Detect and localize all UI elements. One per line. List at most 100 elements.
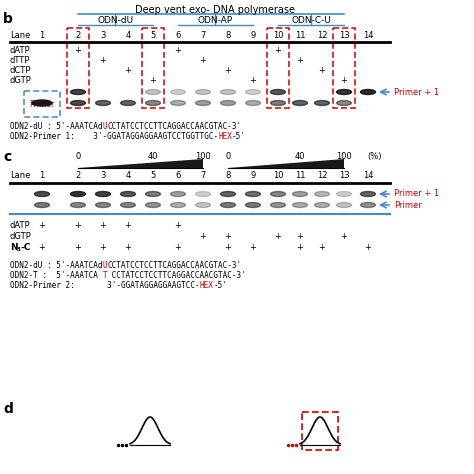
Text: +: + [125, 65, 131, 74]
Ellipse shape [246, 100, 261, 106]
Text: HEX: HEX [218, 132, 232, 141]
Text: +: + [250, 75, 256, 84]
Text: dATP: dATP [10, 220, 31, 229]
Ellipse shape [246, 191, 261, 197]
Text: Lane: Lane [10, 172, 30, 181]
Text: +: + [100, 220, 107, 229]
Text: 0: 0 [75, 152, 81, 161]
Ellipse shape [361, 191, 375, 197]
Text: 2: 2 [75, 30, 81, 39]
Ellipse shape [361, 202, 375, 208]
Text: T: T [102, 271, 107, 280]
Text: Primer + 1: Primer + 1 [394, 190, 439, 199]
Ellipse shape [146, 202, 161, 208]
Text: 3: 3 [100, 30, 106, 39]
Text: U: U [102, 261, 107, 270]
Text: 6: 6 [175, 30, 181, 39]
Ellipse shape [120, 100, 136, 106]
Text: 12: 12 [317, 30, 327, 39]
Ellipse shape [315, 100, 329, 106]
Ellipse shape [337, 191, 352, 197]
Text: 7: 7 [201, 30, 206, 39]
Text: +: + [297, 243, 303, 252]
Text: 40: 40 [295, 152, 305, 161]
Ellipse shape [171, 100, 185, 106]
Text: +: + [200, 55, 207, 64]
Ellipse shape [337, 90, 352, 94]
Ellipse shape [146, 191, 161, 197]
Text: +: + [274, 46, 282, 55]
Ellipse shape [120, 202, 136, 208]
Text: ODN2-dU : 5'-AAATCAd: ODN2-dU : 5'-AAATCAd [10, 261, 102, 270]
Ellipse shape [337, 202, 352, 208]
Text: 2: 2 [75, 172, 81, 181]
Text: 10: 10 [273, 172, 283, 181]
Ellipse shape [32, 100, 52, 106]
Text: 11: 11 [295, 30, 305, 39]
Text: Primer: Primer [29, 100, 55, 109]
Text: CCTATCCTCCTTCAGGACCAACGTAC-3': CCTATCCTCCTTCAGGACCAACGTAC-3' [107, 122, 241, 131]
Text: +: + [38, 220, 46, 229]
Text: ODN2-T :  5'-AAATCA: ODN2-T : 5'-AAATCA [10, 271, 102, 280]
Text: 7: 7 [201, 172, 206, 181]
Ellipse shape [271, 100, 285, 106]
Text: Deep vent exo- DNA polymerase: Deep vent exo- DNA polymerase [135, 5, 295, 15]
Ellipse shape [271, 191, 285, 197]
Text: Lane: Lane [10, 30, 30, 39]
Text: -5': -5' [213, 281, 228, 290]
Text: HEX: HEX [200, 281, 213, 290]
Ellipse shape [337, 100, 352, 106]
Ellipse shape [271, 202, 285, 208]
Text: -C: -C [21, 243, 31, 252]
Text: 14: 14 [363, 30, 373, 39]
Text: +: + [319, 65, 326, 74]
Text: 12: 12 [317, 172, 327, 181]
Text: 9: 9 [250, 172, 255, 181]
Text: +: + [74, 46, 82, 55]
Text: +: + [274, 231, 282, 240]
Ellipse shape [120, 191, 136, 197]
Text: +: + [125, 220, 131, 229]
Text: CCTATCCTCCTTCAGGACCAACGTAC-3': CCTATCCTCCTTCAGGACCAACGTAC-3' [107, 261, 241, 270]
Text: 100: 100 [195, 152, 211, 161]
Ellipse shape [246, 202, 261, 208]
Text: +: + [125, 243, 131, 252]
Ellipse shape [315, 202, 329, 208]
Ellipse shape [195, 202, 210, 208]
Ellipse shape [95, 202, 110, 208]
Ellipse shape [35, 202, 49, 208]
Ellipse shape [71, 202, 85, 208]
Text: +: + [74, 243, 82, 252]
Ellipse shape [220, 90, 236, 94]
Text: 10: 10 [273, 30, 283, 39]
Text: 13: 13 [339, 30, 349, 39]
Ellipse shape [292, 202, 308, 208]
Text: +: + [100, 243, 107, 252]
Text: +: + [174, 220, 182, 229]
Text: Primer + 1: Primer + 1 [394, 88, 439, 97]
Text: 14: 14 [363, 172, 373, 181]
Ellipse shape [95, 191, 110, 197]
Text: +: + [200, 231, 207, 240]
Text: +: + [150, 75, 156, 84]
Text: +: + [38, 243, 46, 252]
Ellipse shape [95, 100, 110, 106]
Text: +: + [297, 231, 303, 240]
Text: dGTP: dGTP [10, 75, 32, 84]
Text: +: + [225, 243, 231, 252]
Text: 4: 4 [126, 30, 131, 39]
Text: 9: 9 [250, 30, 255, 39]
Text: ODN-AP: ODN-AP [198, 16, 233, 25]
Text: +: + [340, 231, 347, 240]
Text: dCTP: dCTP [10, 65, 31, 74]
Text: Primer: Primer [394, 201, 422, 210]
Text: 4: 4 [126, 172, 131, 181]
Text: N: N [10, 243, 18, 252]
Text: +: + [100, 55, 107, 64]
Ellipse shape [195, 100, 210, 106]
Text: +: + [74, 220, 82, 229]
Text: 3: 3 [17, 246, 21, 252]
Text: 3: 3 [100, 172, 106, 181]
Text: 100: 100 [336, 152, 352, 161]
Text: b: b [3, 12, 13, 26]
